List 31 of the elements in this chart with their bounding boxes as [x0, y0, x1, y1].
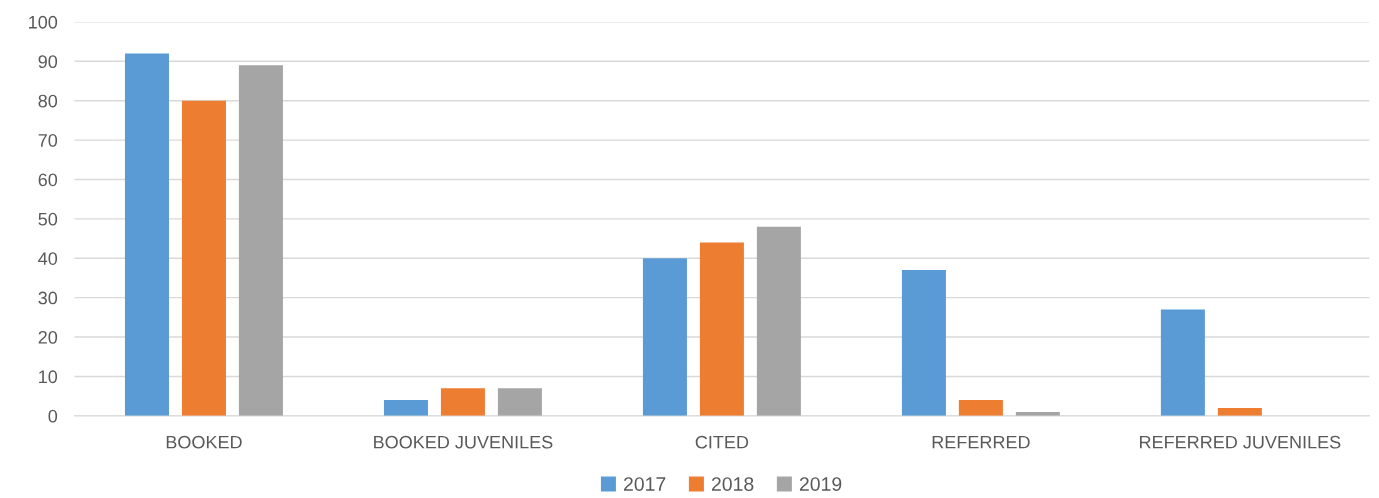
legend-label: 2017: [623, 477, 666, 491]
y-tick-label: 20: [38, 330, 58, 344]
y-tick-label: 10: [39, 370, 58, 384]
bar: [756, 226, 801, 416]
bar: [440, 388, 485, 416]
legend-label: 2018: [711, 477, 754, 491]
y-tick-label: 0: [48, 409, 58, 423]
y-tick-label: 60: [38, 173, 58, 187]
bar: [901, 270, 946, 416]
bar: [699, 242, 744, 416]
bar: [383, 400, 428, 416]
x-tick-label: BOOKED: [166, 435, 242, 449]
bar: [958, 400, 1003, 416]
y-tick-label: 80: [38, 94, 58, 108]
y-tick-label: 90: [38, 55, 58, 69]
bar: [124, 53, 169, 416]
x-tick-label: BOOKED JUVENILES: [374, 435, 553, 449]
bar: [497, 388, 542, 416]
bar: [238, 65, 283, 416]
bar: [181, 100, 226, 416]
x-tick-label: REFERRED JUVENILES: [1140, 435, 1341, 449]
y-tick-label: 40: [38, 252, 58, 265]
y-tick-label: 30: [38, 291, 58, 305]
y-tick-label: 50: [38, 212, 58, 226]
y-tick-label: 100: [29, 15, 58, 29]
x-tick-label: REFERRED: [932, 435, 1030, 449]
bar: [1160, 309, 1205, 416]
legend-label: 2019: [799, 477, 842, 491]
bar: [642, 258, 687, 416]
y-tick-label: 70: [38, 134, 58, 147]
x-tick-label: CITED: [695, 435, 749, 449]
